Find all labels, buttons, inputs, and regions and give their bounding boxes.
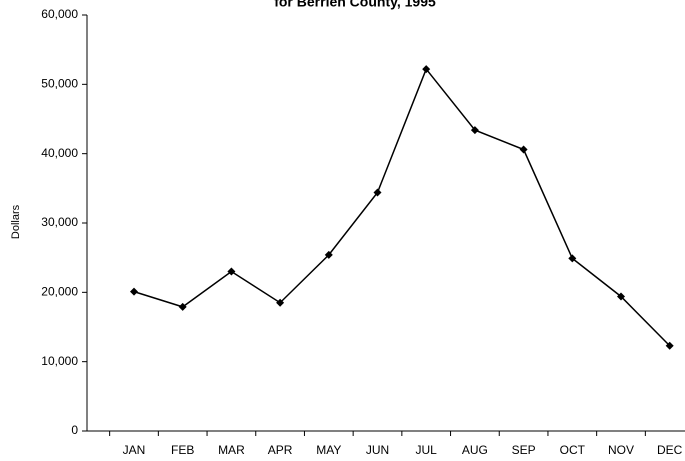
y-tick-label: 60,000 [41,7,78,21]
x-tick-label: MAY [316,443,341,457]
y-axis-label: Dollars [10,204,22,239]
y-tick-label: 30,000 [41,215,78,229]
x-tick-label: JUL [416,443,438,457]
x-tick-label: AUG [462,443,488,457]
y-tick-label: 20,000 [41,285,78,299]
chart-title: for Berrien County, 1995 [274,0,436,10]
y-tick-label: 40,000 [41,146,78,160]
x-tick-label: APR [268,443,293,457]
marker [519,145,528,154]
y-tick-label: 10,000 [41,354,78,368]
marker [178,302,187,311]
marker [373,188,382,197]
x-tick-label: DEC [657,443,683,457]
marker [665,341,674,350]
x-tick-label: JAN [123,443,146,457]
marker [568,254,577,263]
x-tick-label: SEP [512,443,536,457]
marker [617,292,625,301]
x-tick-label: OCT [560,443,586,457]
x-tick-label: NOV [608,443,634,457]
marker [422,65,431,74]
x-tick-label: MAR [218,443,245,457]
marker [227,267,236,276]
x-tick-label: FEB [171,443,194,457]
marker [470,126,479,135]
y-tick-label: 0 [71,423,78,437]
x-tick-label: JUN [366,443,389,457]
y-tick-label: 50,000 [41,77,78,91]
marker [130,287,138,296]
marker [324,250,333,259]
line [133,67,671,347]
marker [276,298,285,307]
